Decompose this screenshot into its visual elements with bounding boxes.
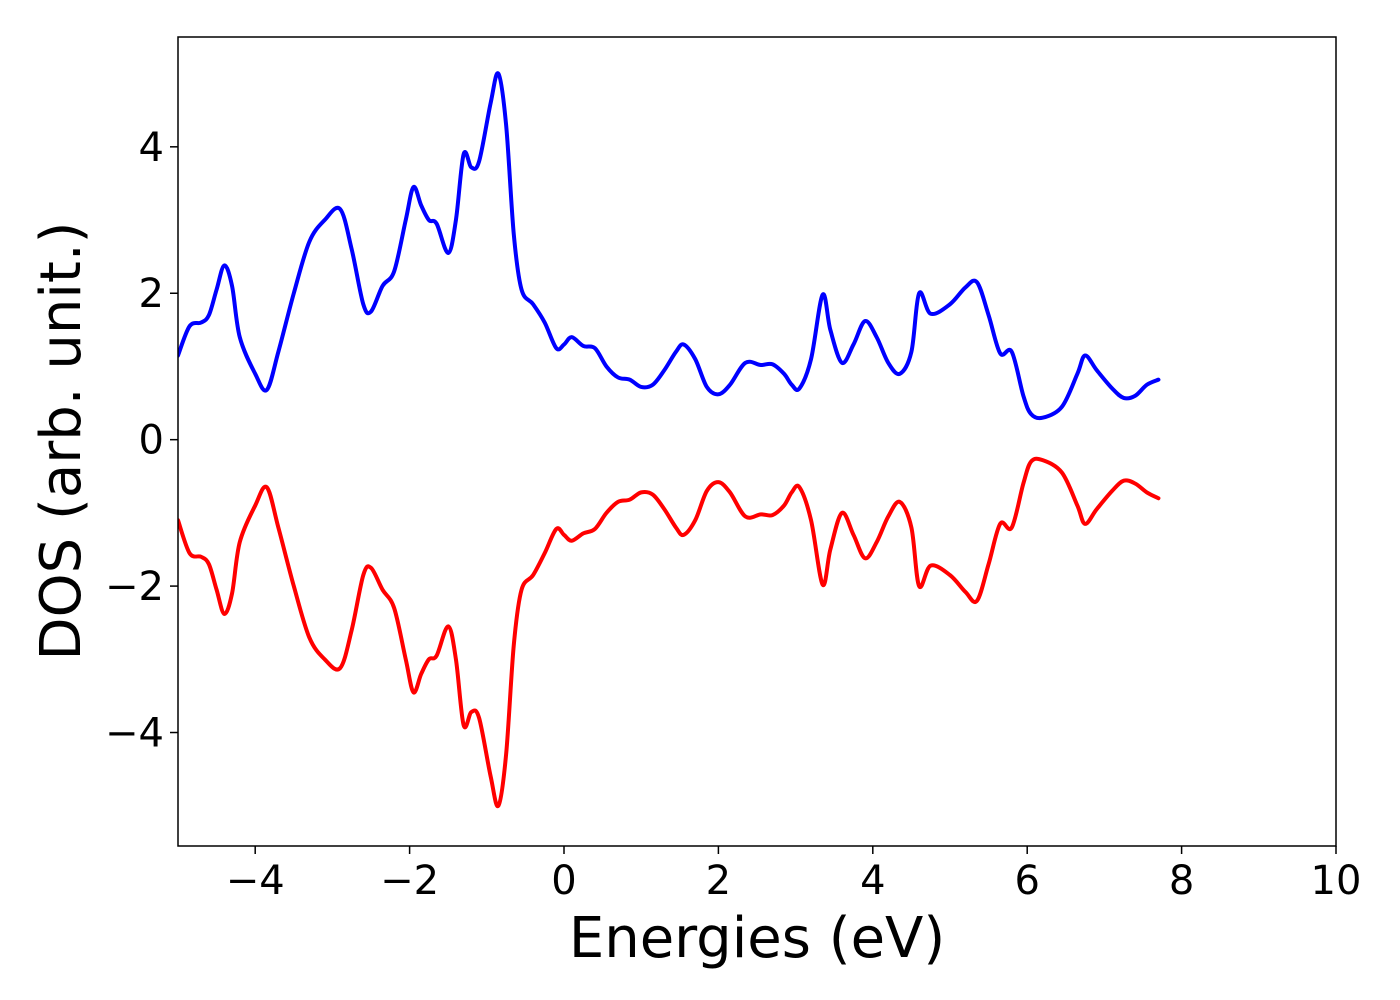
x-tick-label: 8 <box>1169 858 1194 904</box>
y-tick-label: −4 <box>105 711 164 757</box>
y-tick-label: 2 <box>139 271 164 317</box>
x-tick-label: −4 <box>226 858 285 904</box>
y-axis-label: DOS (arb. unit.) <box>29 221 94 660</box>
y-tick-label: −2 <box>105 564 164 610</box>
x-axis-label: Energies (eV) <box>569 906 945 971</box>
series-line-1 <box>178 71 1161 421</box>
x-tick-label: 10 <box>1311 858 1362 904</box>
x-tick-label: 6 <box>1014 858 1039 904</box>
series-line-2 <box>178 456 1161 809</box>
x-tick-label: 4 <box>860 858 885 904</box>
y-tick-label: 4 <box>139 125 164 171</box>
series-layer <box>178 71 1161 809</box>
x-tick-label: 2 <box>706 858 731 904</box>
y-axis: −4 −2 0 2 4 <box>105 125 178 757</box>
plot-frame <box>177 36 1337 847</box>
x-axis: −4 −2 0 2 4 6 8 10 <box>226 846 1362 904</box>
x-tick-label: 0 <box>551 858 576 904</box>
y-tick-label: 0 <box>139 418 164 464</box>
x-tick-label: −2 <box>380 858 439 904</box>
